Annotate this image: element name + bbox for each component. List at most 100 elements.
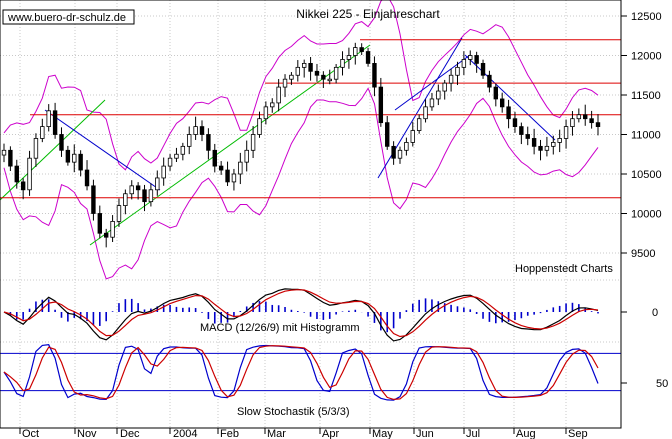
candle-body bbox=[97, 213, 103, 234]
stoch-y-tick-label: 50 bbox=[656, 378, 668, 390]
price-candles bbox=[1, 42, 601, 248]
candle-body bbox=[155, 177, 160, 191]
candle-body bbox=[174, 153, 179, 159]
candle-body bbox=[391, 145, 396, 159]
candle-body bbox=[327, 78, 332, 82]
bollinger-upper bbox=[3, 0, 599, 171]
x-tick-label: 2004 bbox=[173, 428, 197, 439]
stochastic-panel bbox=[0, 344, 621, 401]
candle-body bbox=[59, 134, 64, 151]
y-tick-label: 11500 bbox=[631, 90, 661, 102]
candle-body bbox=[206, 134, 211, 151]
y-tick-label: 10500 bbox=[631, 169, 662, 181]
watermark: www.buero-dr-schulz.de bbox=[7, 12, 126, 24]
candle-body bbox=[416, 118, 422, 131]
uptrend-line bbox=[89, 44, 371, 246]
candle-body bbox=[161, 165, 166, 179]
candle-body bbox=[525, 134, 530, 139]
candle-body bbox=[129, 185, 134, 195]
candle-body bbox=[72, 153, 77, 163]
stoch-d-line bbox=[3, 345, 599, 401]
candle-body bbox=[270, 102, 275, 108]
candle-body bbox=[257, 118, 262, 135]
candle-body bbox=[423, 106, 428, 120]
candle-body bbox=[538, 145, 543, 151]
candle-body bbox=[353, 47, 358, 56]
candle-body bbox=[91, 185, 96, 214]
candle-body bbox=[238, 161, 243, 175]
candle-body bbox=[46, 110, 51, 128]
candle-body bbox=[506, 106, 511, 120]
x-tick-label: Nov bbox=[77, 428, 97, 439]
candle-body bbox=[14, 165, 19, 183]
candle-body bbox=[218, 165, 224, 171]
candle-body bbox=[365, 51, 371, 64]
candle-body bbox=[225, 169, 230, 183]
candle-body bbox=[52, 110, 58, 135]
macd-y-tick-label: 0 bbox=[652, 307, 658, 319]
candle-body bbox=[519, 126, 524, 135]
candle-body bbox=[551, 141, 556, 147]
x-tick-label: Jul bbox=[466, 428, 480, 439]
plot-frame bbox=[0, 0, 622, 429]
y-tick-label: 12500 bbox=[631, 11, 662, 23]
trend-channel bbox=[377, 37, 463, 179]
candle-body bbox=[314, 70, 320, 76]
candle-body bbox=[570, 118, 575, 127]
candle-body bbox=[512, 118, 518, 127]
candle-body bbox=[301, 63, 307, 68]
x-tick-label: Feb bbox=[220, 428, 239, 439]
candle-body bbox=[333, 66, 339, 80]
y-tick-label: 10000 bbox=[631, 209, 662, 221]
candle-body bbox=[103, 232, 109, 238]
candle-body bbox=[321, 74, 326, 80]
candle-body bbox=[442, 82, 447, 92]
downtrend-line bbox=[464, 54, 556, 141]
candle-body bbox=[135, 185, 141, 191]
candle-body bbox=[461, 59, 467, 68]
candle-body bbox=[340, 59, 345, 68]
candle-body bbox=[474, 55, 479, 64]
macd-panel bbox=[3, 288, 599, 342]
candle-body bbox=[499, 98, 505, 108]
candle-body bbox=[142, 189, 147, 203]
x-tick-label: Oct bbox=[22, 428, 39, 439]
bollinger-bands bbox=[3, 0, 599, 280]
candle-body bbox=[84, 169, 90, 187]
x-tick-label: Dec bbox=[120, 428, 140, 439]
candle-body bbox=[250, 134, 256, 151]
candle-body bbox=[429, 98, 435, 108]
macd-label: MACD (12/26/9) mit Histogramm bbox=[200, 322, 360, 334]
y-tick-label: 11000 bbox=[631, 130, 661, 142]
candle-body bbox=[372, 63, 377, 88]
y-tick-label: 9500 bbox=[631, 248, 655, 260]
y-axis-labels: 12500 12000 11500 11000 10500 10000 9500 0 50 bbox=[621, 11, 668, 390]
candle-body bbox=[410, 130, 415, 143]
candle-body bbox=[531, 138, 537, 147]
candle-body bbox=[563, 126, 569, 139]
candle-body bbox=[110, 220, 115, 238]
candle-body bbox=[544, 145, 550, 151]
macd-signal-line bbox=[3, 289, 599, 338]
candle-body bbox=[308, 63, 313, 72]
x-tick-label: Jun bbox=[416, 428, 434, 439]
candle-body bbox=[180, 145, 186, 155]
candle-body bbox=[448, 74, 454, 84]
candle-body bbox=[397, 149, 403, 159]
candle-body bbox=[231, 173, 237, 183]
x-tick-label: Apr bbox=[322, 428, 339, 439]
candle-body bbox=[199, 126, 205, 135]
candle-body bbox=[436, 90, 441, 100]
candle-body bbox=[295, 66, 301, 76]
candle-body bbox=[33, 138, 39, 159]
candle-body bbox=[78, 153, 83, 171]
candle-body bbox=[359, 47, 364, 52]
x-axis-labels: Oct Nov Dec 2004 Feb Mar Apr May Jun Jul Aug Sep bbox=[19, 428, 588, 439]
source-label: Hoppenstedt Charts bbox=[515, 263, 613, 275]
chart-title: Nikkei 225 - Einjahreschart bbox=[296, 7, 440, 21]
candle-body bbox=[187, 134, 192, 147]
stochastic-label: Slow Stochastik (5/3/3) bbox=[237, 406, 350, 418]
candle-body bbox=[487, 74, 492, 88]
candle-body bbox=[583, 114, 588, 120]
